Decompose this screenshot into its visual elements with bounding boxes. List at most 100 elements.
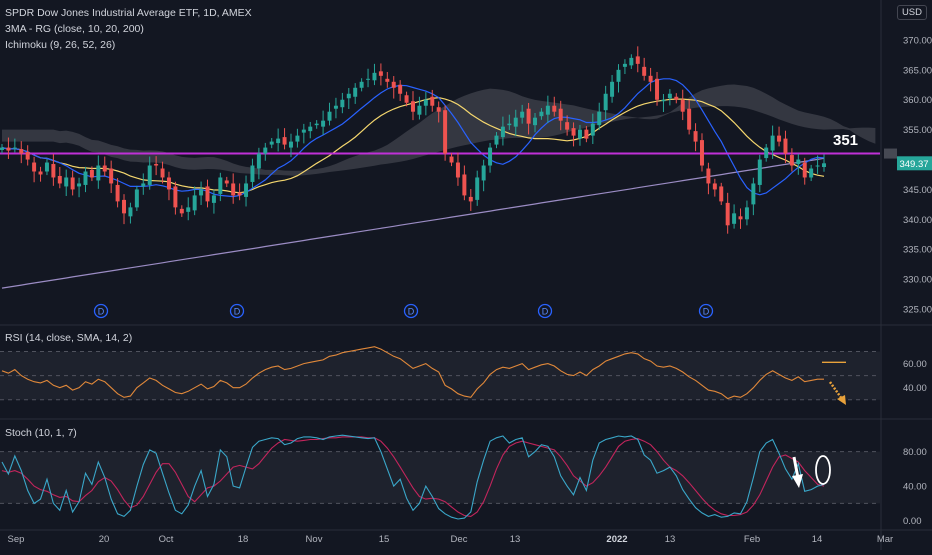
candle — [430, 89, 435, 112]
candle-body — [513, 117, 518, 127]
candles — [0, 46, 826, 234]
candle-body — [327, 111, 332, 121]
candle-body — [738, 216, 743, 220]
stoch-band — [0, 451, 880, 504]
dividend-marker: D — [403, 303, 419, 319]
candle-body — [584, 129, 589, 139]
dividend-marker-label: D — [542, 307, 549, 317]
candle-body — [391, 81, 396, 88]
candle — [0, 143, 4, 154]
candle-body — [417, 105, 422, 115]
x-axis-tick: 15 — [379, 534, 390, 545]
candle-body — [256, 153, 261, 169]
candle — [173, 181, 178, 215]
dividend-marker-circle — [93, 303, 109, 319]
candle — [481, 159, 486, 192]
rsi-line — [1, 346, 824, 400]
candle-body — [635, 56, 640, 64]
candle — [179, 205, 184, 217]
dividend-marker-circle — [537, 303, 553, 319]
candle-body — [353, 87, 358, 97]
candle — [712, 178, 717, 197]
candle-body — [128, 207, 133, 217]
candle-body — [725, 202, 730, 226]
candle — [327, 102, 332, 126]
candle — [333, 97, 338, 119]
currency-badge[interactable]: USD — [896, 5, 927, 20]
candle-body — [96, 165, 101, 181]
candle-body — [44, 162, 49, 172]
candle-body — [597, 111, 602, 126]
annotations: 351 — [792, 132, 858, 488]
candle — [269, 138, 274, 149]
candle — [693, 123, 698, 152]
candle — [796, 153, 801, 175]
candle — [719, 182, 724, 205]
candle-body — [757, 159, 762, 185]
candle — [154, 156, 159, 176]
candle — [494, 132, 499, 149]
dividend-marker: D — [93, 303, 109, 319]
candle — [455, 152, 460, 186]
candle-body — [802, 162, 807, 178]
dividend-marker-label: D — [703, 307, 710, 317]
candle — [141, 173, 146, 195]
candle — [488, 142, 493, 173]
candle-body — [500, 126, 505, 138]
candle — [725, 192, 730, 234]
candle — [809, 164, 814, 182]
candle-body — [218, 177, 223, 194]
candle — [160, 161, 165, 184]
candle-body — [777, 135, 782, 142]
candle-body — [301, 129, 306, 133]
candle — [571, 122, 576, 147]
candle — [321, 110, 326, 136]
candle-body — [122, 199, 127, 214]
axes: 325.00330.00335.00340.00345.00350.00355.… — [8, 35, 932, 545]
candle — [802, 157, 807, 185]
candle-body — [64, 177, 69, 187]
candle-body — [282, 137, 287, 145]
candle — [295, 128, 300, 148]
x-axis-tick: Oct — [159, 534, 174, 545]
candle-body — [321, 120, 326, 127]
candle — [552, 96, 557, 117]
candle — [584, 126, 589, 143]
candle — [462, 165, 467, 201]
candle — [205, 179, 210, 208]
candle — [122, 194, 127, 225]
candle-body — [603, 93, 608, 111]
price-axis-tick: 340.00 — [903, 215, 932, 226]
candle-body — [475, 177, 480, 200]
rsi-axis-tick: 40.00 — [903, 383, 927, 394]
candle — [308, 121, 313, 139]
ma-200-line — [1, 157, 825, 289]
candle-body — [655, 78, 660, 100]
price-axis-tick: 365.00 — [903, 65, 932, 76]
candle-body — [571, 128, 576, 136]
candle — [186, 197, 191, 221]
candle — [520, 104, 525, 124]
candle-body — [211, 195, 216, 203]
last-price-label: 349.37 — [899, 159, 928, 170]
candle — [77, 177, 82, 198]
x-axis-tick: Nov — [306, 534, 323, 545]
candle — [147, 156, 152, 190]
candle — [89, 166, 94, 182]
candle — [443, 105, 448, 161]
candle-body — [147, 165, 152, 185]
candle-body — [314, 123, 319, 126]
candle — [777, 126, 782, 147]
candle — [19, 141, 24, 164]
candle — [545, 95, 550, 124]
candle — [115, 178, 120, 208]
candle-body — [12, 147, 17, 149]
cloud-axis-mark — [884, 148, 897, 159]
candle — [346, 88, 351, 110]
x-axis-tick: Mar — [877, 534, 893, 545]
candle — [655, 71, 660, 106]
candle-body — [822, 163, 826, 168]
candle-body — [231, 183, 236, 196]
